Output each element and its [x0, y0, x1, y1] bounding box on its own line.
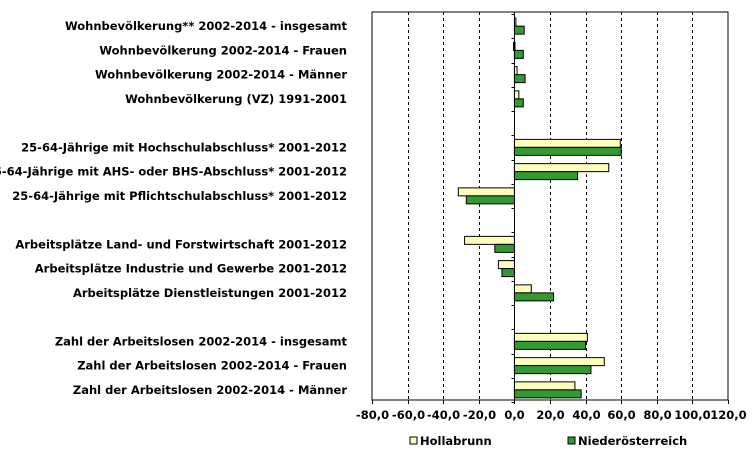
- tick-label: 20,0: [536, 408, 564, 422]
- category-label: Wohnbevölkerung 2002-2014 - Männer: [95, 68, 347, 82]
- tick-label: 100,0: [674, 408, 710, 422]
- category-label: Arbeitsplätze Land- und Forstwirtschaft …: [15, 237, 347, 251]
- bar-niederoesterreich: [513, 98, 524, 108]
- bar-niederoesterreich: [513, 365, 592, 375]
- category-label: 25-64-Jährige mit AHS- oder BHS-Abschlus…: [0, 165, 347, 179]
- bar-niederoesterreich: [513, 49, 524, 59]
- legend: Hollabrunn Niederösterreich: [409, 434, 687, 448]
- category-label: Wohnbevölkerung** 2002-2014 - insgesamt: [65, 19, 348, 33]
- legend-label: Niederösterreich: [578, 434, 687, 448]
- legend-swatch: [409, 436, 418, 445]
- bar-niederoesterreich: [494, 243, 515, 253]
- tick-label: 40,0: [572, 408, 600, 422]
- bar-hollabrunn: [513, 163, 610, 173]
- category-label: Zahl der Arbeitslosen 2002-2014 - Männer: [73, 383, 347, 397]
- bar-niederoesterreich: [465, 195, 515, 205]
- tick-label: 120,0: [710, 408, 746, 422]
- bar-hollabrunn: [513, 90, 520, 100]
- bar-hollabrunn: [464, 235, 515, 245]
- category-label: Zahl der Arbeitslosen 2002-2014 - Frauen: [77, 359, 347, 373]
- category-label: Arbeitsplätze Dienstleistungen 2001-2012: [73, 286, 347, 300]
- bars: [457, 17, 622, 399]
- category-label: 25-64-Jährige mit Pflichtschulabschluss*…: [12, 189, 347, 203]
- bar-niederoesterreich: [513, 146, 622, 156]
- bar-hollabrunn: [513, 332, 588, 342]
- bar-hollabrunn: [513, 284, 532, 294]
- category-labels: Wohnbevölkerung** 2002-2014 - insgesamt W…: [0, 19, 347, 397]
- bar-niederoesterreich: [513, 292, 555, 302]
- bar-niederoesterreich: [513, 74, 526, 84]
- bar-niederoesterreich: [501, 268, 515, 278]
- tick-label: 0,0: [504, 408, 524, 422]
- value-axis: -80,0 -60,0 -40,0 -20,0 0,0 20,0 40,0 60,0 80,0 1…: [356, 12, 747, 422]
- bar-hollabrunn: [513, 138, 621, 148]
- bar-niederoesterreich: [513, 25, 525, 35]
- category-label: Wohnbevölkerung 2002-2014 - Frauen: [99, 43, 347, 57]
- bar-hollabrunn: [457, 187, 515, 197]
- tick-label: -20,0: [463, 408, 496, 422]
- tick-label: -40,0: [427, 408, 460, 422]
- category-label: Arbeitsplätze Industrie und Gewerbe 2001…: [35, 262, 347, 276]
- legend-swatch: [567, 436, 576, 445]
- tick-label: -80,0: [356, 408, 389, 422]
- bar-hollabrunn: [497, 260, 515, 270]
- tick-label: 80,0: [643, 408, 671, 422]
- bar-niederoesterreich: [513, 171, 579, 181]
- bar-hollabrunn: [513, 381, 576, 391]
- tick-label: -60,0: [392, 408, 425, 422]
- category-label: Zahl der Arbeitslosen 2002-2014 - insges…: [55, 334, 348, 348]
- bar-niederoesterreich: [513, 389, 582, 399]
- bar-hollabrunn: [513, 357, 605, 367]
- category-label: Wohnbevölkerung (VZ) 1991-2001: [125, 92, 347, 106]
- bar-niederoesterreich: [513, 340, 587, 350]
- category-label: 25-64-Jährige mit Hochschulabschluss* 20…: [21, 140, 347, 154]
- tick-label: 60,0: [607, 408, 635, 422]
- legend-label: Hollabrunn: [420, 434, 492, 448]
